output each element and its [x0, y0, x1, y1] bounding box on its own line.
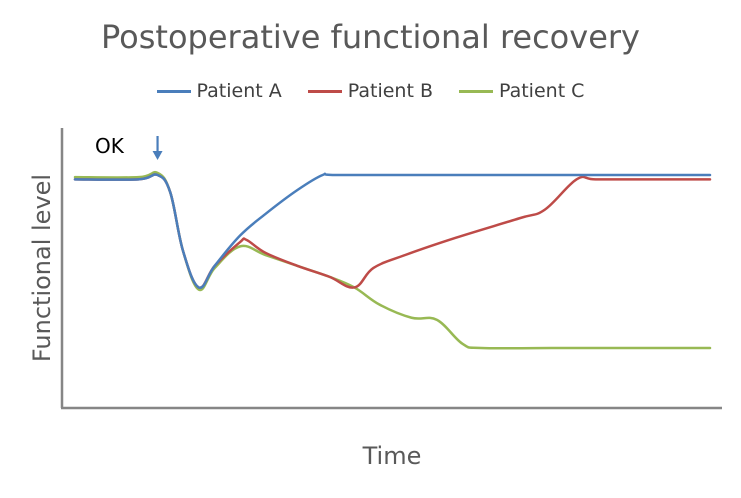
- legend-swatch-patient-b: [307, 89, 342, 93]
- legend: Patient A Patient B Patient C: [0, 80, 741, 102]
- legend-item-patient-a: Patient A: [156, 80, 282, 102]
- annotation-arrow-head: [152, 151, 163, 160]
- series-line-patient-a: [73, 172, 712, 289]
- legend-label-patient-a: Patient A: [196, 80, 282, 102]
- legend-item-patient-b: Patient B: [307, 80, 433, 102]
- legend-swatch-patient-a: [156, 89, 191, 93]
- legend-item-patient-c: Patient C: [458, 80, 585, 102]
- series-layer: [73, 170, 712, 350]
- annotation-layer: [152, 136, 163, 160]
- legend-label-patient-c: Patient C: [498, 80, 585, 102]
- chart-title: Postoperative functional recovery: [101, 18, 640, 56]
- x-axis-label: Time: [362, 442, 422, 470]
- annotation-ok-label: OK: [95, 134, 124, 158]
- legend-label-patient-b: Patient B: [347, 80, 433, 102]
- legend-swatch-patient-c: [458, 89, 493, 93]
